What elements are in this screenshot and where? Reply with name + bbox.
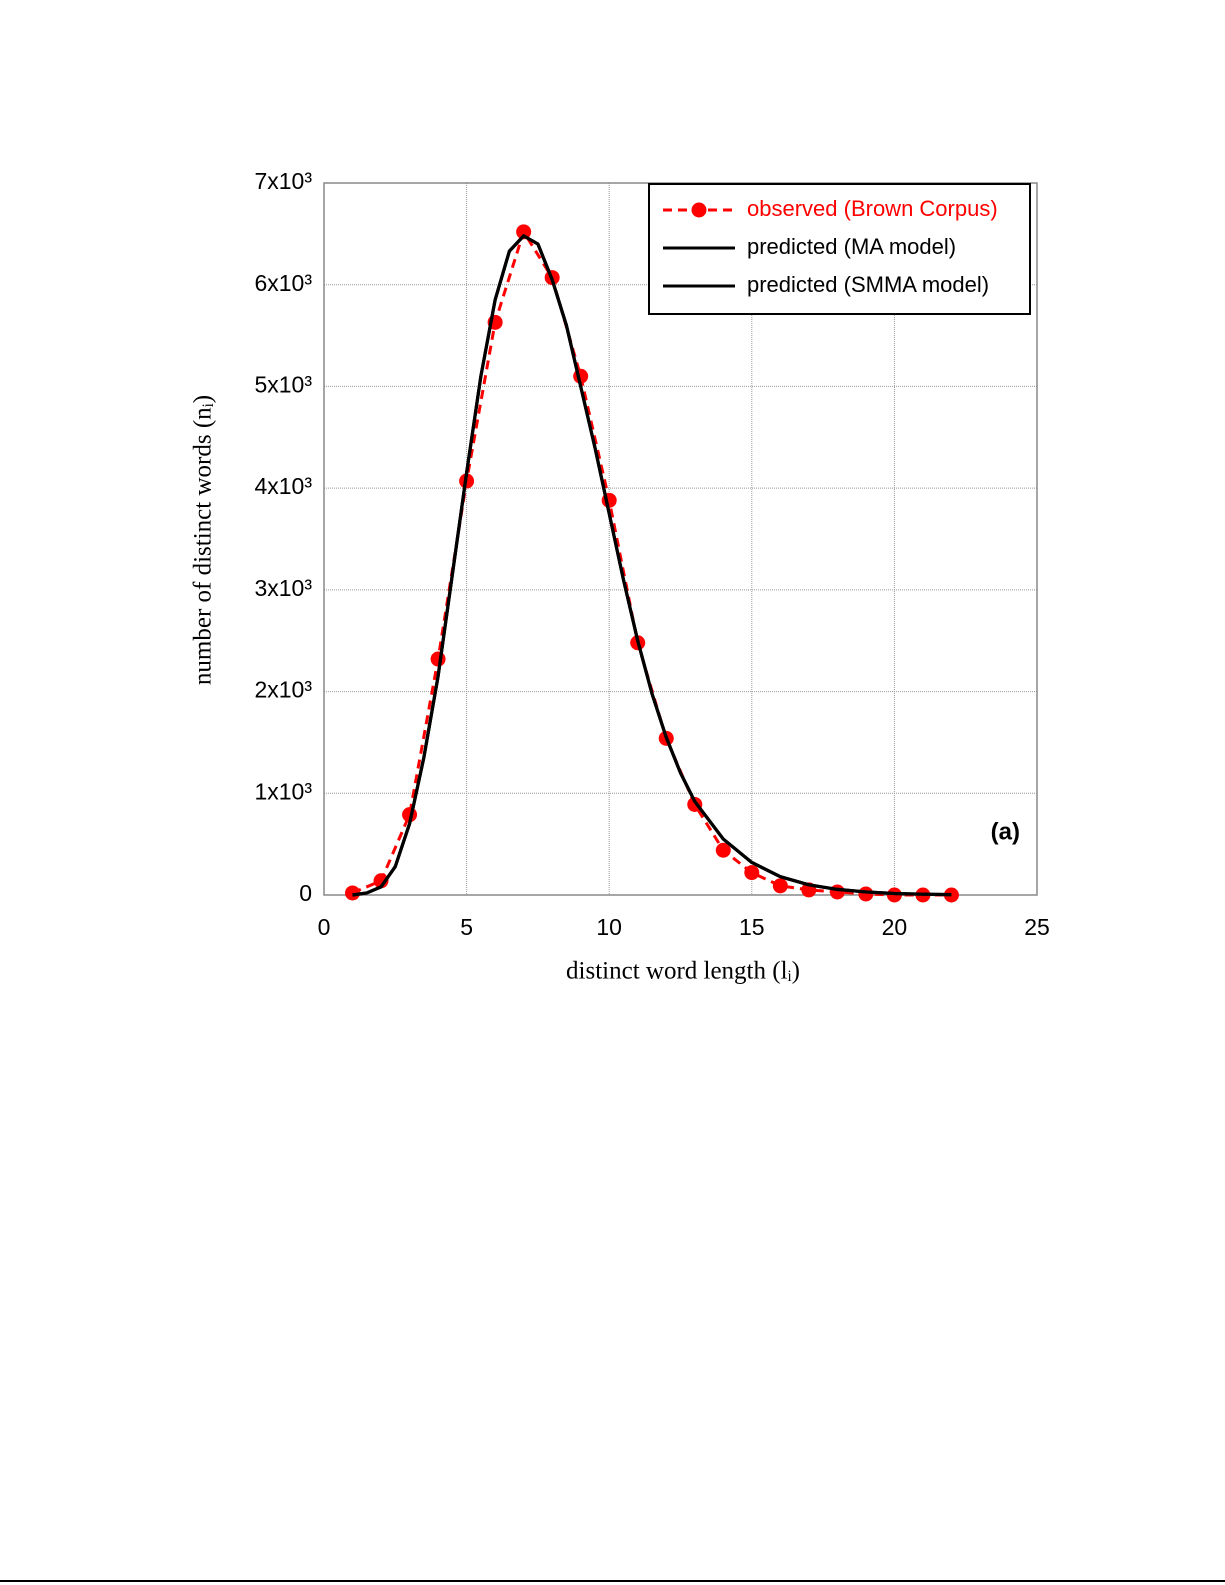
series-line [352, 234, 952, 897]
x-tick-label: 5 [460, 914, 473, 940]
plot [345, 224, 959, 903]
y-tick-label: 7x10³ [254, 168, 312, 194]
x-axis-title: distinct word length (lᵢ) [566, 958, 800, 985]
data-point [943, 887, 959, 903]
y-tick-label: 6x10³ [254, 270, 312, 296]
data-point [858, 886, 874, 902]
x-tick-label: 10 [596, 914, 622, 940]
data-point [829, 884, 845, 900]
legend-marker [691, 202, 707, 218]
legend-label: predicted (SMMA model) [747, 272, 989, 297]
data-point [715, 842, 731, 858]
x-tick-label: 25 [1024, 914, 1050, 940]
data-point [772, 878, 788, 894]
x-tick-label: 20 [882, 914, 908, 940]
y-tick-label: 5x10³ [254, 372, 312, 398]
legend: observed (Brown Corpus) predicted (MA mod… [648, 183, 1031, 315]
x-tick-label: 15 [739, 914, 765, 940]
y-axis-title: number of distinct words (nᵢ) [190, 395, 217, 685]
y-tick-label: 2x10³ [254, 677, 312, 703]
data-point [345, 885, 361, 901]
y-tick-label: 1x10³ [254, 778, 312, 804]
x-tick-label: 0 [318, 914, 331, 940]
y-tick-label: 0 [299, 880, 312, 906]
data-point [516, 224, 532, 240]
y-tick-label: 3x10³ [254, 575, 312, 601]
y-tick-label: 4x10³ [254, 473, 312, 499]
data-point [744, 865, 760, 881]
annotation: (a) [991, 818, 1020, 845]
data-point [430, 651, 446, 667]
legend-label: predicted (MA model) [747, 234, 956, 259]
legend-label: observed (Brown Corpus) [747, 196, 998, 221]
data-point [373, 873, 389, 889]
